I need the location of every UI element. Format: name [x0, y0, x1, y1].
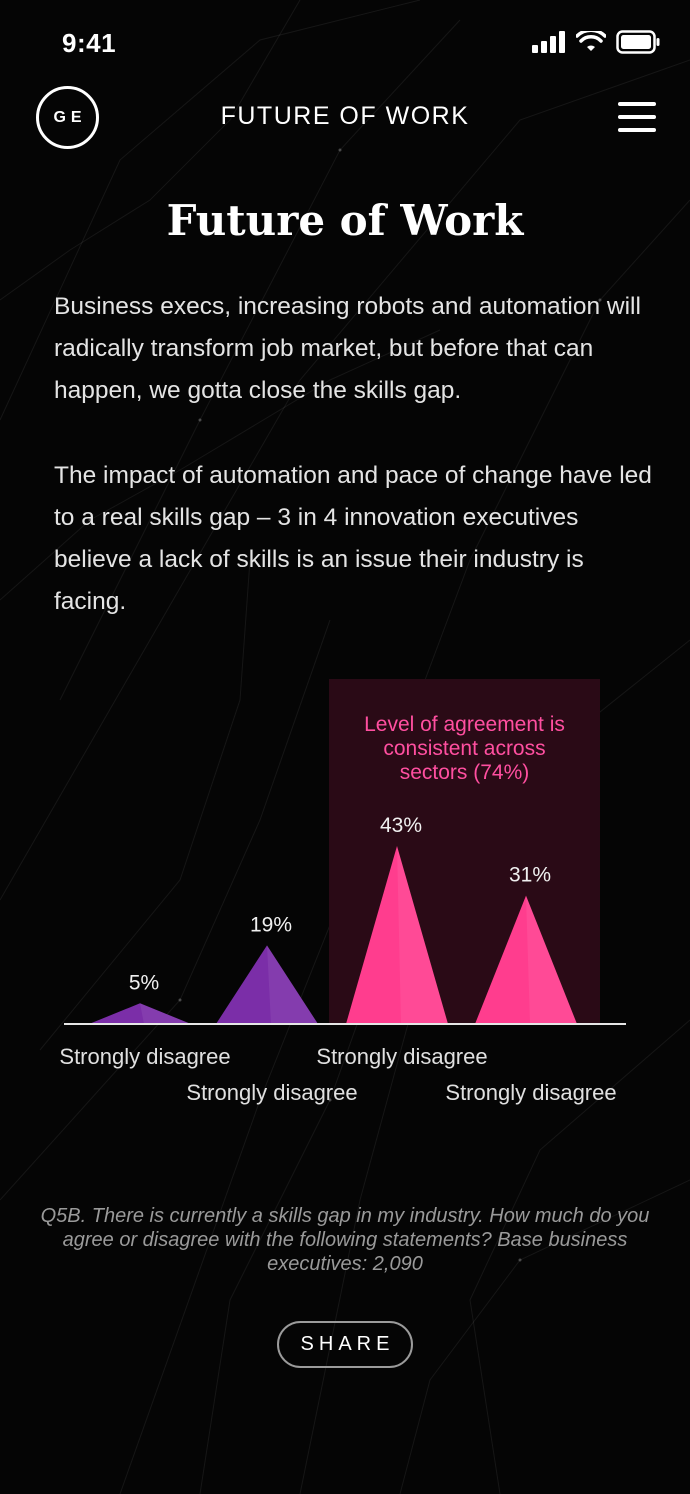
hamburger-menu-icon[interactable] [618, 102, 656, 132]
status-icons [532, 30, 660, 54]
chart-bar-shade [267, 945, 318, 1024]
value-label: 43% [380, 814, 422, 837]
chart-bar [216, 945, 318, 1024]
battery-icon [616, 30, 660, 54]
body-paragraph: The impact of automation and pace of cha… [54, 462, 652, 615]
page-title: Future of Work [166, 196, 524, 245]
share-button[interactable]: SHARE [277, 1321, 413, 1368]
category-label: Strongly disagree [59, 1044, 230, 1069]
category-label: Strongly disagree [316, 1044, 487, 1069]
chart-bar [89, 1003, 191, 1024]
chart-footnote: Q5B. There is currently a skills gap in … [40, 1205, 650, 1275]
category-label: Strongly disagree [445, 1080, 616, 1105]
chart-bar-shade [397, 846, 448, 1024]
annotation-line: sectors (74%) [400, 761, 530, 784]
status-time: 9:41 [62, 28, 117, 58]
intro-paragraph: Business execs, increasing robots and au… [54, 293, 641, 404]
nav-title: FUTURE OF WORK [220, 102, 470, 130]
value-label: 5% [129, 971, 159, 994]
top-nav: GE FUTURE OF WORK [0, 84, 690, 152]
ge-logo[interactable]: GE [36, 86, 99, 149]
chart-bar [475, 895, 577, 1024]
value-label: 31% [509, 864, 551, 887]
annotation-line: consistent across [383, 737, 545, 760]
annotation-line: Level of agreement is [364, 713, 565, 736]
cellular-signal-icon [532, 31, 565, 53]
chart-bar [346, 846, 448, 1024]
value-label: 19% [250, 913, 292, 936]
chart-bar-shade [140, 1003, 191, 1024]
status-bar: 9:41 [0, 0, 690, 88]
category-label: Strongly disagree [186, 1080, 357, 1105]
wifi-icon [576, 31, 606, 51]
